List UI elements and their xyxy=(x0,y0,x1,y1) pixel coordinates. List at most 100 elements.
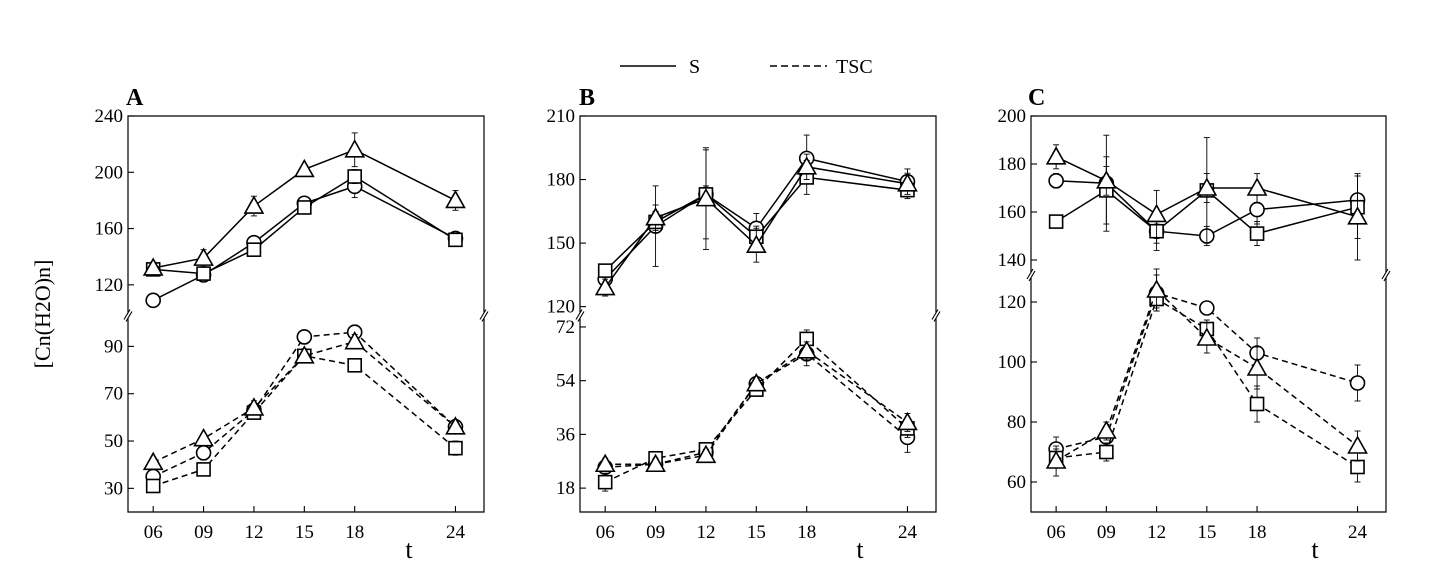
panel-b-lower-square-point-0 xyxy=(597,474,613,490)
panel-a-lower-triangle-point-0 xyxy=(142,451,164,471)
panel-b-upper-triangle-point-1 xyxy=(645,207,666,226)
panel-c-lower-square-point-4 xyxy=(1249,396,1265,412)
panel-a-ytick-label-lower-70: 70 xyxy=(104,384,123,405)
panel-c-break-mark-1a xyxy=(1381,268,1389,280)
panel-c-xtick-label-15: 15 xyxy=(1197,522,1216,543)
panel-a-break-gap-1 xyxy=(479,312,489,319)
panel-a-lower-circle-line xyxy=(152,331,456,478)
panel-c-lower-circle-point-3 xyxy=(1199,300,1215,316)
panel-b-lower-triangle-point-4 xyxy=(796,340,818,359)
panel-a-lower-triangle-point-1 xyxy=(193,428,214,447)
panel-c-xtick-label-18: 18 xyxy=(1248,522,1267,543)
panel-c-ytick-label-upper-160: 160 xyxy=(998,202,1027,223)
panel-b-lower-triangle-point-3 xyxy=(745,373,767,392)
panel-b-frame xyxy=(579,115,937,513)
panel-a-ytick-label-upper-120: 120 xyxy=(95,275,124,296)
panel-c-break-mark-0a xyxy=(1026,268,1034,280)
panel-c-lower-square-point-5 xyxy=(1350,459,1365,475)
panel-a-upper-square-point-5 xyxy=(448,232,463,248)
panel-a-ytick-label-upper-240: 240 xyxy=(95,106,124,127)
panel-b-ytick-label-upper-150: 150 xyxy=(547,233,576,254)
panel-c-upper-triangle-point-5 xyxy=(1347,206,1368,225)
panel-a-ytick-label-upper-160: 160 xyxy=(95,219,124,240)
panel-a-break-gap-0 xyxy=(123,312,133,319)
panel-a-upper-triangle-point-3 xyxy=(293,158,315,178)
panel-a-upper-circle-point-0 xyxy=(145,292,161,309)
panel-a-break-mark-1a xyxy=(479,309,487,320)
panel-b-xtick-label-18: 18 xyxy=(797,522,816,543)
panel-a-upper-square-point-4 xyxy=(347,169,362,184)
panel-a-lower-triangle-point-4 xyxy=(344,331,366,350)
panel-a-upper-square-point-2 xyxy=(246,242,262,257)
panel-c-upper-triangle-point-0 xyxy=(1045,146,1067,165)
panel-a-ylabel: [Cn(H2O)n] xyxy=(30,260,55,369)
panel-b-letter: B xyxy=(579,85,595,111)
panel-a-upper-triangle-line xyxy=(153,148,456,269)
panel-b-upper-square-point-0 xyxy=(597,263,613,278)
panel-c-upper-square-point-0 xyxy=(1048,214,1064,229)
panel-c-lower-triangle-line xyxy=(1055,288,1358,462)
panel-b-upper-triangle-point-3 xyxy=(745,234,767,254)
panel-a-break-mark-0b xyxy=(125,311,133,322)
panel-b-upper-triangle-point-5 xyxy=(897,173,918,192)
panel-c-break-gap-1 xyxy=(1381,272,1391,278)
panel-b-break-mark-1a xyxy=(931,309,939,320)
panel-a-upper-circle-line xyxy=(152,185,456,302)
panel-a-xtick-label-15: 15 xyxy=(295,522,314,543)
panel-a-ytick-label-upper-200: 200 xyxy=(95,162,124,183)
legend-label-tsc: TSC xyxy=(836,56,873,78)
panel-a-upper-triangle-point-4 xyxy=(344,139,366,158)
panel-a-lower-triangle-line xyxy=(152,340,456,463)
panel-a-lower-triangle-point-2 xyxy=(243,397,265,416)
panel-b-lower-triangle-point-5 xyxy=(897,411,918,431)
panel-a-upper-square-line xyxy=(153,175,456,275)
panel-c-letter: C xyxy=(1028,85,1045,111)
panel-b-ytick-label-lower-54: 54 xyxy=(556,371,576,392)
panel-c-xtick-label-24: 24 xyxy=(1348,522,1368,543)
panel-b-ytick-label-lower-72: 72 xyxy=(556,317,575,338)
panel-b-xtick-label-15: 15 xyxy=(747,522,766,543)
panel-c-lower-triangle-point-0 xyxy=(1045,450,1067,469)
panel-c-upper-triangle-point-1 xyxy=(1095,170,1117,189)
panel-b-xtick-label-24: 24 xyxy=(898,522,918,543)
panel-a-upper-triangle-point-1 xyxy=(193,247,214,266)
panel-b-ytick-label-lower-36: 36 xyxy=(556,424,575,445)
panel-a-break-mark-0a xyxy=(123,309,131,320)
panel-c-upper-circle-point-4 xyxy=(1249,201,1265,218)
panel-c-break-mark-0b xyxy=(1028,270,1036,282)
panel-a-upper-square-point-1 xyxy=(196,266,211,281)
panel-b-break-gap-1 xyxy=(931,312,941,319)
legend: S TSC xyxy=(620,56,873,78)
panel-b-ytick-label-lower-18: 18 xyxy=(556,478,575,499)
panel-c-ytick-label-lower-60: 60 xyxy=(1007,472,1026,493)
panel-c-lower-circle-line xyxy=(1055,292,1358,450)
panel-c-lower-triangle-point-3 xyxy=(1196,327,1218,346)
panel-a-xtick-label-24: 24 xyxy=(446,522,466,543)
panel-a-lower-triangle-point-5 xyxy=(445,416,466,435)
panel-b-xlabel: t xyxy=(856,535,864,562)
panel-b-xtick-label-12: 12 xyxy=(696,522,715,543)
panel-c-upper-square-line xyxy=(1055,189,1358,235)
panel-a-lower-square-point-0 xyxy=(145,478,161,494)
panel-c-xtick-label-06: 06 xyxy=(1047,522,1066,543)
panel-a-xtick-label-06: 06 xyxy=(144,522,163,543)
panel-a-lower-square-point-5 xyxy=(448,440,463,456)
panel-b-upper-triangle-point-4 xyxy=(796,156,818,175)
panel-b-upper-triangle-line xyxy=(604,166,908,289)
panel-c-upper-triangle-point-3 xyxy=(1196,177,1218,196)
panel-c-ytick-label-upper-180: 180 xyxy=(998,154,1027,175)
panel-c-xtick-label-12: 12 xyxy=(1147,522,1166,543)
panel-a-ytick-label-lower-90: 90 xyxy=(104,336,123,357)
panel-a-upper-square-point-3 xyxy=(297,200,312,215)
panel-b-xtick-label-09: 09 xyxy=(646,522,665,543)
panel-a-upper-triangle-point-0 xyxy=(142,257,164,276)
panel-a-xtick-label-12: 12 xyxy=(244,522,263,543)
panel-b-break-mark-0a xyxy=(575,309,583,320)
panel-a-letter: A xyxy=(126,85,144,111)
panel-c-upper-circle-line xyxy=(1056,180,1358,237)
panel-b-lower-triangle-point-1 xyxy=(645,453,666,473)
panel-c-upper-square-point-4 xyxy=(1249,226,1265,241)
panel-c-break-mark-1b xyxy=(1383,270,1391,282)
panel-a-upper-triangle-point-2 xyxy=(243,195,265,214)
panel-c-lower-circle-point-5 xyxy=(1349,375,1366,391)
